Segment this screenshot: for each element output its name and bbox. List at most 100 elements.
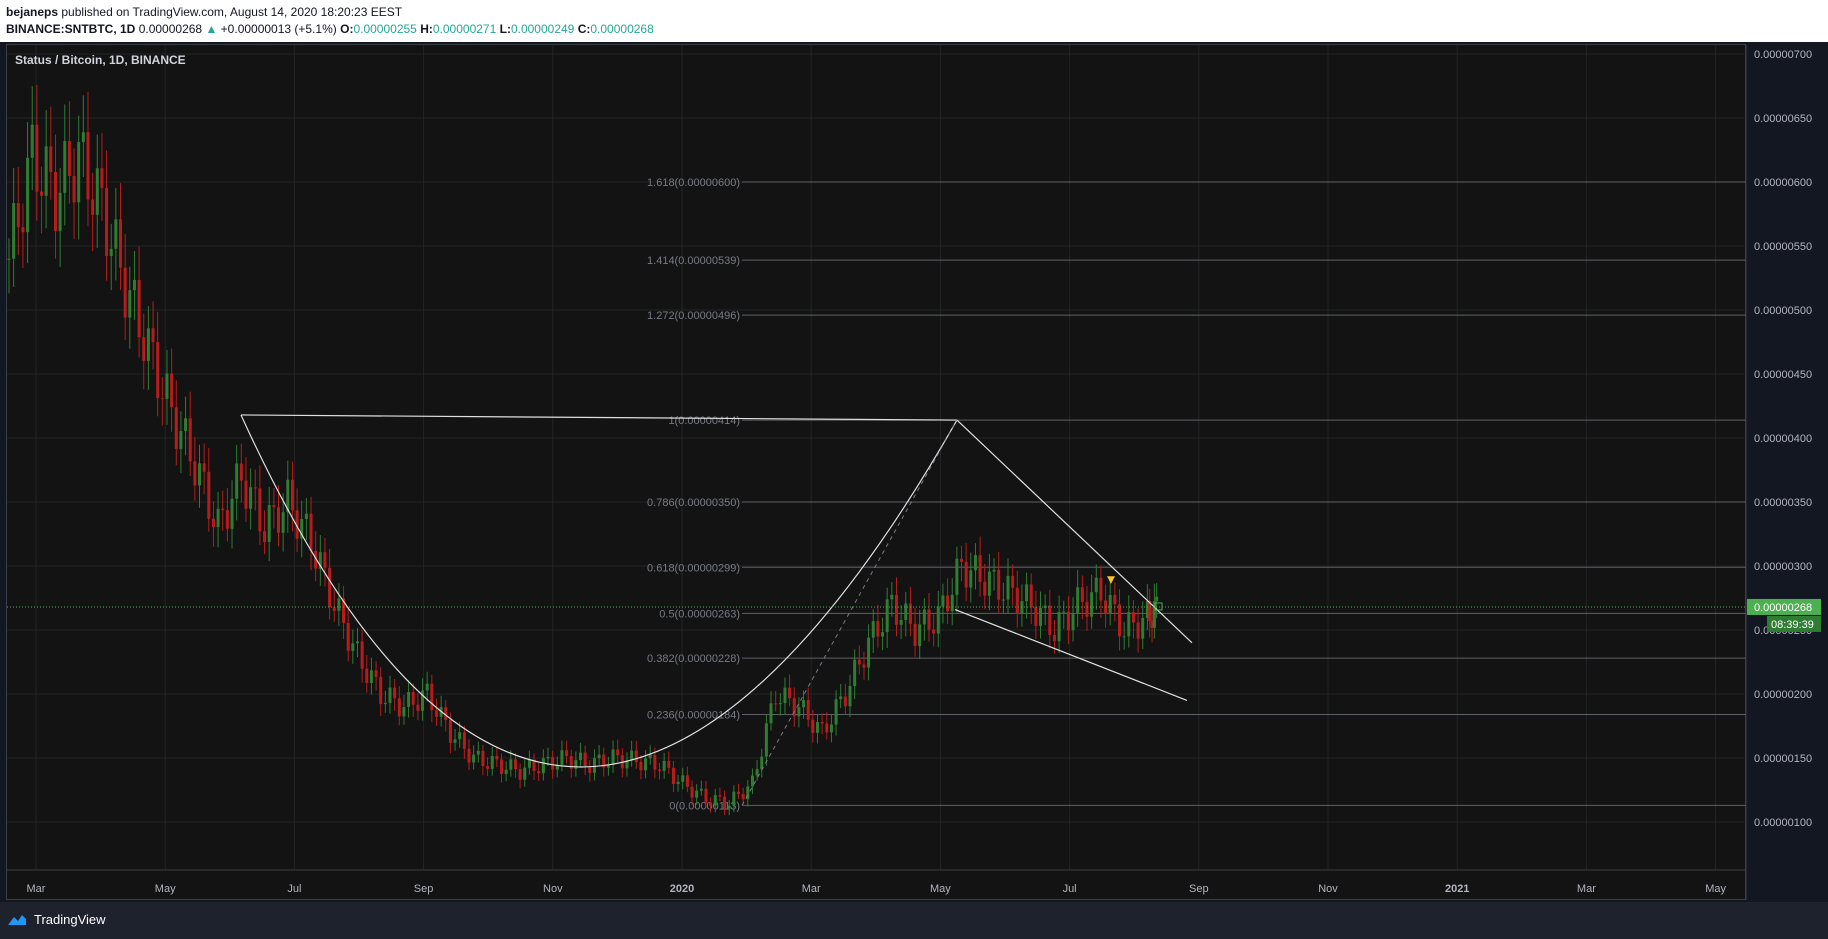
candle-body [1141, 617, 1145, 639]
candle-body [625, 760, 629, 769]
candle-body [802, 700, 806, 708]
candle-body [151, 328, 155, 343]
candle-body [1048, 605, 1052, 635]
candle-body [546, 756, 550, 759]
chart-title: Status / Bitcoin, 1D, BINANCE [15, 53, 186, 67]
candle-body [1145, 601, 1149, 618]
candle-body [1152, 601, 1156, 628]
candle-body [72, 175, 76, 203]
candle-body [416, 704, 420, 711]
candle-body [1136, 622, 1140, 639]
candle-body [504, 769, 508, 775]
candle-body [820, 722, 824, 724]
candle-body [848, 686, 852, 707]
fib-level-label: 1.272(0.00000496) [647, 310, 740, 322]
candle-body [1062, 611, 1066, 613]
high-label: H: [420, 22, 433, 36]
candle-body [407, 692, 411, 707]
candle-body [992, 569, 996, 572]
candle-body [114, 219, 118, 249]
x-tick-label: May [155, 883, 176, 895]
signal-triangle-icon [1107, 576, 1115, 584]
candle-body [49, 146, 53, 172]
candle-body [969, 570, 973, 588]
fib-level-label: 0.786(0.00000350) [647, 497, 740, 509]
candle-body [881, 632, 885, 637]
candle-body [402, 706, 406, 717]
candle-body [309, 513, 313, 552]
x-tick-label: Jul [287, 883, 301, 895]
candle-body [792, 698, 796, 717]
author-name[interactable]: bejaneps [6, 5, 59, 19]
candle-body [63, 140, 67, 193]
candle-body [839, 696, 843, 700]
candle-body [764, 723, 768, 757]
chart-area[interactable] [6, 44, 1746, 900]
candle-body [815, 722, 819, 733]
candle-body [462, 732, 466, 749]
y-tick-label: 0.00000100 [1754, 817, 1812, 829]
candle-body [936, 606, 940, 634]
candle-body [300, 519, 304, 539]
ohlc-info: BINANCE:SNTBTC, 1D 0.00000268 ▲ +0.00000… [6, 22, 654, 36]
candle-body [834, 699, 838, 725]
candle-body [1052, 634, 1056, 642]
y-tick-label: 0.00000150 [1754, 753, 1812, 765]
candle-body [383, 702, 387, 705]
candle-body [551, 756, 555, 770]
candle-body [184, 418, 188, 432]
x-tick-label: May [1705, 883, 1726, 895]
candle-body [639, 762, 643, 771]
x-tick-label: Sep [1189, 883, 1209, 895]
x-tick-label: 2020 [670, 883, 694, 895]
candle-body [955, 558, 959, 595]
candle-body [1131, 611, 1135, 623]
candle-body [495, 755, 499, 760]
x-tick-label: Mar [27, 883, 46, 895]
tradingview-cloud-icon [8, 914, 26, 925]
candle-body [788, 687, 792, 699]
candle-body [486, 766, 490, 769]
fib-trend-dashed [741, 419, 958, 806]
symbol-label: BINANCE:SNTBTC, 1D [6, 22, 136, 36]
candle-body [541, 758, 545, 774]
candle-body [709, 802, 713, 806]
candle-body [904, 603, 908, 621]
candle-body [132, 279, 136, 291]
candle-body [653, 754, 657, 770]
candle-body [230, 498, 234, 529]
candle-body [723, 796, 727, 809]
candle-body [360, 641, 364, 669]
candle-body [170, 373, 174, 408]
candle-body [616, 749, 620, 756]
candle-body [263, 531, 267, 542]
candle-body [239, 463, 243, 481]
candle-body [560, 750, 564, 765]
fib-level-label: 1(0.00000414) [668, 415, 740, 427]
candle-body [806, 700, 810, 720]
x-tick-label: Mar [802, 883, 821, 895]
candle-body [941, 595, 945, 607]
candle-body [337, 598, 341, 611]
candle-body [950, 594, 954, 612]
candle-body [1001, 599, 1005, 601]
candle-body [472, 754, 476, 763]
candle-body [1076, 587, 1080, 614]
countdown-badge [1767, 615, 1821, 632]
candle-body [137, 279, 141, 338]
candle-body [272, 505, 276, 508]
candle-body [21, 227, 25, 233]
x-tick-label: Sep [414, 883, 434, 895]
candle-body [244, 480, 248, 509]
tradingview-logo[interactable]: TradingView [6, 912, 106, 927]
candle-body [741, 794, 745, 800]
candle-body [667, 760, 671, 768]
candle-body [588, 765, 592, 773]
candle-body [662, 760, 666, 771]
candle-body [365, 668, 369, 684]
candle-body [1122, 636, 1126, 638]
candle-body [574, 760, 578, 769]
y-tick-label: 0.00000550 [1754, 241, 1812, 253]
candle-body [467, 748, 471, 763]
